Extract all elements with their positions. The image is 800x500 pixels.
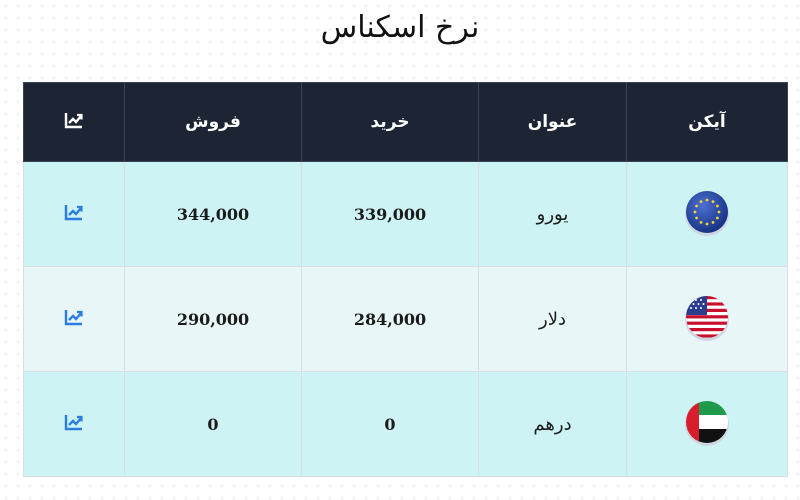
chart-icon[interactable]: [64, 203, 84, 221]
uae-flag-icon: [685, 401, 729, 446]
table-row: درهم 0 0: [23, 371, 788, 477]
chart-cell[interactable]: [23, 266, 125, 372]
chart-cell[interactable]: [23, 161, 125, 267]
sell-price: 0: [124, 371, 302, 477]
currency-name: دلار: [478, 266, 627, 372]
chart-icon[interactable]: [64, 308, 84, 326]
chart-cell[interactable]: [23, 371, 125, 477]
sell-price: 290,000: [124, 266, 302, 372]
chart-icon[interactable]: [64, 413, 84, 431]
currency-name: درهم: [478, 371, 627, 477]
sell-price: 344,000: [124, 161, 302, 267]
header-icon: آیکن: [626, 82, 788, 162]
us-flag-icon: [685, 296, 729, 341]
buy-price: 339,000: [301, 161, 479, 267]
page-title: نرخ اسکناس: [320, 10, 480, 45]
buy-price: 284,000: [301, 266, 479, 372]
buy-price: 0: [301, 371, 479, 477]
chart-icon: [64, 112, 83, 128]
table-header-row: آیکن عنوان خرید فروش: [23, 82, 788, 162]
header-chart: [23, 82, 125, 162]
eu-flag-icon: [685, 191, 729, 236]
header-buy: خرید: [301, 82, 479, 162]
flag-cell: [626, 266, 788, 372]
header-sell: فروش: [124, 82, 302, 162]
flag-cell: [626, 161, 788, 267]
flag-cell: [626, 371, 788, 477]
header-name: عنوان: [478, 82, 627, 162]
currency-rates-table: آیکن عنوان خرید فروش: [23, 82, 788, 477]
currency-name: یورو: [478, 161, 627, 267]
table-row: یورو 339,000 344,000: [23, 161, 788, 267]
table-row: دلار 284,000 290,000: [23, 266, 788, 372]
